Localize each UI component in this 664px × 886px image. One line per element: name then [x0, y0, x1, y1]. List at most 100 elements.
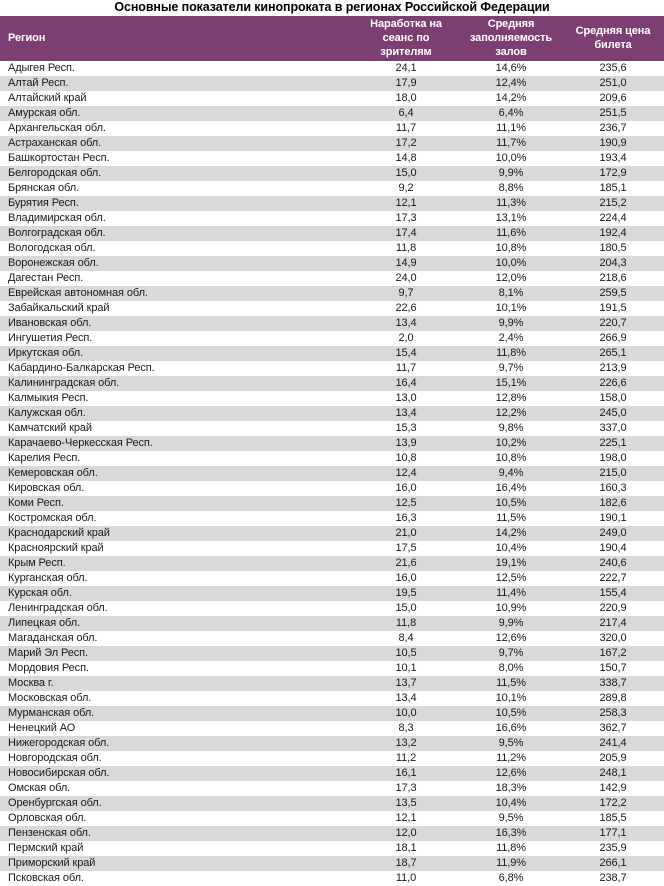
- occupancy-cell: 9,5%: [460, 811, 562, 827]
- occupancy-cell: 11,9%: [460, 856, 562, 872]
- ticket-price-cell: 266,1: [562, 856, 664, 872]
- table-row: Волгоградская обл. 17,4 11,6% 192,4: [0, 226, 664, 242]
- occupancy-cell: 6,8%: [460, 871, 562, 886]
- ticket-price-cell: 251,5: [562, 106, 664, 122]
- column-header-occupancy: Средняя заполняемость залов: [460, 16, 562, 62]
- occupancy-cell: 8,8%: [460, 181, 562, 197]
- ticket-price-cell: 215,0: [562, 466, 664, 482]
- attendance-per-session-cell: 17,2: [352, 136, 460, 152]
- attendance-per-session-cell: 13,7: [352, 676, 460, 692]
- attendance-per-session-cell: 13,4: [352, 406, 460, 422]
- attendance-per-session-cell: 12,0: [352, 826, 460, 842]
- occupancy-cell: 10,0%: [460, 151, 562, 167]
- table-body: Адыгея Респ. 24,1 14,6% 235,6 Алтай Респ…: [0, 61, 664, 886]
- ticket-price-cell: 235,6: [562, 61, 664, 77]
- occupancy-cell: 16,4%: [460, 481, 562, 497]
- table-row: Ивановская обл. 13,4 9,9% 220,7: [0, 316, 664, 332]
- attendance-per-session-cell: 15,0: [352, 166, 460, 182]
- region-cell: Воронежская обл.: [0, 256, 352, 272]
- table-row: Башкортостан Респ. 14,8 10,0% 193,4: [0, 151, 664, 167]
- attendance-per-session-cell: 17,4: [352, 226, 460, 242]
- occupancy-cell: 14,2%: [460, 91, 562, 107]
- ticket-price-cell: 213,9: [562, 361, 664, 377]
- ticket-price-cell: 167,2: [562, 646, 664, 662]
- occupancy-cell: 9,9%: [460, 166, 562, 182]
- ticket-price-cell: 241,4: [562, 736, 664, 752]
- region-cell: Волгоградская обл.: [0, 226, 352, 242]
- region-cell: Карачаево-Черкесская Респ.: [0, 436, 352, 452]
- ticket-price-cell: 190,1: [562, 511, 664, 527]
- attendance-per-session-cell: 18,1: [352, 841, 460, 857]
- region-cell: Омская обл.: [0, 781, 352, 797]
- table-row: Еврейская автономная обл. 9,7 8,1% 259,5: [0, 286, 664, 302]
- table-row: Магаданская обл. 8,4 12,6% 320,0: [0, 631, 664, 647]
- occupancy-cell: 10,9%: [460, 601, 562, 617]
- region-cell: Белгородская обл.: [0, 166, 352, 182]
- ticket-price-cell: 198,0: [562, 451, 664, 467]
- region-cell: Красноярский край: [0, 541, 352, 557]
- occupancy-cell: 12,2%: [460, 406, 562, 422]
- occupancy-cell: 9,7%: [460, 361, 562, 377]
- occupancy-cell: 16,6%: [460, 721, 562, 737]
- region-cell: Псковская обл.: [0, 871, 352, 886]
- occupancy-cell: 9,9%: [460, 316, 562, 332]
- table-row: Новгородская обл. 11,2 11,2% 205,9: [0, 751, 664, 767]
- ticket-price-cell: 177,1: [562, 826, 664, 842]
- occupancy-cell: 10,1%: [460, 301, 562, 317]
- table-row: Кабардино-Балкарская Респ. 11,7 9,7% 213…: [0, 361, 664, 377]
- table-row: Калмыкия Респ. 13,0 12,8% 158,0: [0, 391, 664, 407]
- occupancy-cell: 9,7%: [460, 646, 562, 662]
- occupancy-cell: 13,1%: [460, 211, 562, 227]
- table-row: Алтай Респ. 17,9 12,4% 251,0: [0, 76, 664, 92]
- table-row: Пермский край 18,1 11,8% 235,9: [0, 841, 664, 857]
- region-cell: Приморский край: [0, 856, 352, 872]
- ticket-price-cell: 224,4: [562, 211, 664, 227]
- table-row: Оренбургская обл. 13,5 10,4% 172,2: [0, 796, 664, 812]
- attendance-per-session-cell: 15,3: [352, 421, 460, 437]
- table-row: Краснодарский край 21,0 14,2% 249,0: [0, 526, 664, 542]
- table-row: Пензенская обл. 12,0 16,3% 177,1: [0, 826, 664, 842]
- occupancy-cell: 10,1%: [460, 691, 562, 707]
- region-cell: Вологодская обл.: [0, 241, 352, 257]
- ticket-price-cell: 190,4: [562, 541, 664, 557]
- occupancy-cell: 6,4%: [460, 106, 562, 122]
- attendance-per-session-cell: 11,0: [352, 871, 460, 886]
- ticket-price-cell: 337,0: [562, 421, 664, 437]
- table-row: Кемеровская обл. 12,4 9,4% 215,0: [0, 466, 664, 482]
- ticket-price-cell: 245,0: [562, 406, 664, 422]
- occupancy-cell: 14,6%: [460, 61, 562, 77]
- ticket-price-cell: 236,7: [562, 121, 664, 137]
- column-header-attendance-per-session: Наработка на сеанс по зрителям: [352, 16, 460, 62]
- region-cell: Кировская обл.: [0, 481, 352, 497]
- ticket-price-cell: 266,9: [562, 331, 664, 347]
- attendance-per-session-cell: 18,7: [352, 856, 460, 872]
- table-row: Омская обл. 17,3 18,3% 142,9: [0, 781, 664, 797]
- region-cell: Еврейская автономная обл.: [0, 286, 352, 302]
- occupancy-cell: 12,6%: [460, 631, 562, 647]
- ticket-price-cell: 155,4: [562, 586, 664, 602]
- regions-table: Регион Наработка на сеанс по зрителям Ср…: [0, 16, 664, 886]
- table-row: Орловская обл. 12,1 9,5% 185,5: [0, 811, 664, 827]
- attendance-per-session-cell: 15,0: [352, 601, 460, 617]
- occupancy-cell: 10,5%: [460, 496, 562, 512]
- region-cell: Алтайский край: [0, 91, 352, 107]
- attendance-per-session-cell: 10,1: [352, 661, 460, 677]
- ticket-price-cell: 220,9: [562, 601, 664, 617]
- attendance-per-session-cell: 24,0: [352, 271, 460, 287]
- occupancy-cell: 10,8%: [460, 241, 562, 257]
- ticket-price-cell: 209,6: [562, 91, 664, 107]
- attendance-per-session-cell: 10,8: [352, 451, 460, 467]
- region-cell: Кемеровская обл.: [0, 466, 352, 482]
- occupancy-cell: 16,3%: [460, 826, 562, 842]
- attendance-per-session-cell: 11,8: [352, 241, 460, 257]
- ticket-price-cell: 240,6: [562, 556, 664, 572]
- occupancy-cell: 8,0%: [460, 661, 562, 677]
- attendance-per-session-cell: 9,2: [352, 181, 460, 197]
- attendance-per-session-cell: 8,4: [352, 631, 460, 647]
- occupancy-cell: 11,1%: [460, 121, 562, 137]
- table-row: Забайкальский край 22,6 10,1% 191,5: [0, 301, 664, 317]
- ticket-price-cell: 217,4: [562, 616, 664, 632]
- region-cell: Карелия Респ.: [0, 451, 352, 467]
- table-row: Иркутская обл. 15,4 11,8% 265,1: [0, 346, 664, 362]
